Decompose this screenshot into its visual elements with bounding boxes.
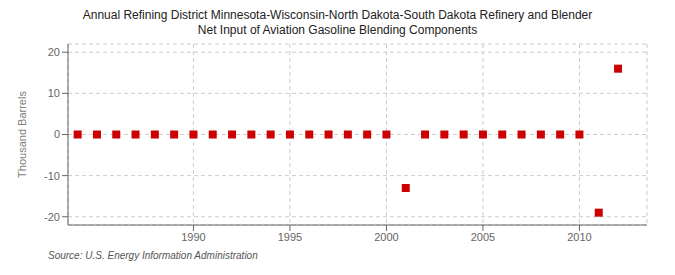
svg-text:20: 20 [48, 46, 60, 58]
svg-text:2010: 2010 [567, 231, 591, 243]
svg-text:Thousand Barrels: Thousand Barrels [16, 91, 28, 178]
svg-text:2005: 2005 [471, 231, 495, 243]
svg-text:-10: -10 [44, 170, 60, 182]
svg-text:-20: -20 [44, 211, 60, 223]
svg-text:10: 10 [48, 87, 60, 99]
html-text:Annual Refining District Minne: Annual Refining District Minnesota-Wisco… [82, 8, 593, 22]
html-text:Net Input of Aviation Gasoline: Net Input of Aviation Gasoline Blending … [197, 23, 478, 37]
html-text:Source: U.S. Energy Informatio: Source: U.S. Energy Information Administ… [48, 250, 258, 261]
svg-text:1995: 1995 [278, 231, 302, 243]
svg-text:1990: 1990 [181, 231, 205, 243]
svg-text:0: 0 [54, 128, 60, 140]
svg-text:2000: 2000 [374, 231, 398, 243]
